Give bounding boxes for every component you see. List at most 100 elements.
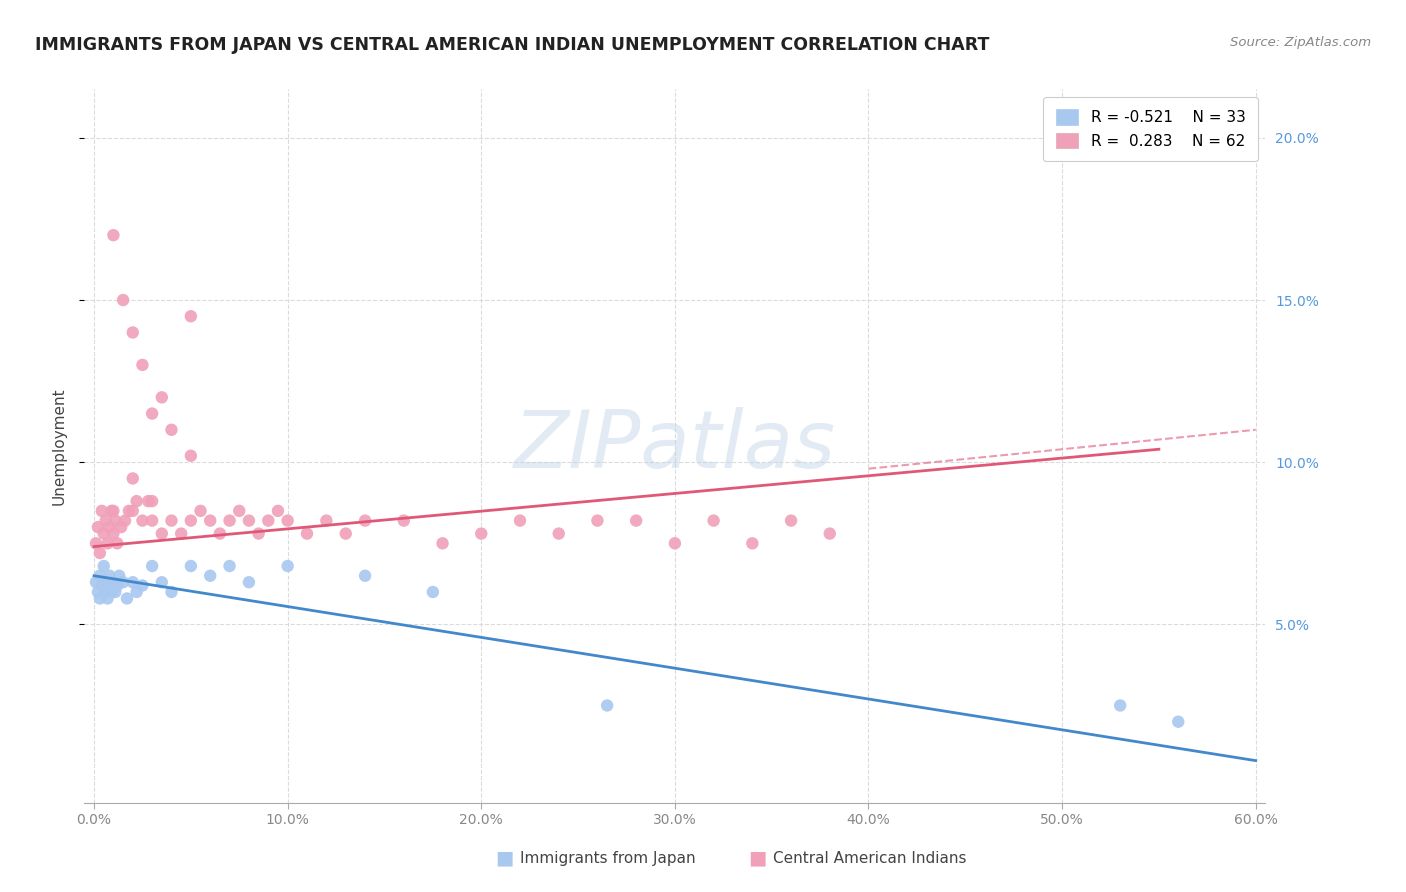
Point: [94, 585, 117, 599]
Point: [97, 591, 120, 606]
Text: Immigrants from Japan: Immigrants from Japan: [520, 851, 696, 865]
Y-axis label: Unemployment: Unemployment: [51, 387, 66, 505]
Point: [238, 575, 260, 590]
Point: [125, 494, 148, 508]
Point: [121, 504, 143, 518]
Text: ■: ■: [748, 848, 766, 868]
Point: [150, 390, 173, 404]
Point: [98, 568, 121, 582]
Point: [170, 526, 193, 541]
Point: [121, 575, 143, 590]
Point: [104, 585, 127, 599]
Point: [121, 326, 143, 340]
Point: [114, 514, 136, 528]
Point: [89, 591, 111, 606]
Point: [89, 546, 111, 560]
Point: [228, 504, 250, 518]
Point: [112, 575, 135, 590]
Point: [103, 228, 125, 243]
Point: [624, 514, 647, 528]
Point: [125, 585, 148, 599]
Point: [141, 494, 163, 508]
Point: [105, 536, 128, 550]
Point: [277, 559, 299, 574]
Point: [596, 698, 619, 713]
Point: [104, 514, 127, 528]
Point: [90, 578, 112, 592]
Point: [141, 559, 163, 574]
Point: [100, 504, 122, 518]
Point: [87, 520, 110, 534]
Point: [110, 520, 132, 534]
Point: [84, 575, 107, 590]
Point: [84, 536, 107, 550]
Point: [103, 575, 125, 590]
Point: [586, 514, 609, 528]
Point: [315, 514, 337, 528]
Point: [118, 504, 141, 518]
Point: [664, 536, 686, 550]
Point: [150, 575, 173, 590]
Point: [818, 526, 841, 541]
Point: [141, 514, 163, 528]
Point: [100, 585, 122, 599]
Point: [703, 514, 725, 528]
Point: [354, 514, 377, 528]
Point: [90, 504, 112, 518]
Text: ZIPatlas: ZIPatlas: [513, 407, 837, 485]
Point: [112, 293, 135, 307]
Point: [218, 514, 240, 528]
Point: [180, 449, 202, 463]
Point: [131, 358, 153, 372]
Point: [89, 568, 111, 582]
Point: [200, 514, 222, 528]
Point: [470, 526, 492, 541]
Point: [93, 559, 115, 574]
Point: [150, 526, 173, 541]
Point: [180, 514, 202, 528]
Point: [105, 578, 128, 592]
Point: [295, 526, 318, 541]
Point: [97, 575, 120, 590]
Point: [741, 536, 763, 550]
Text: ■: ■: [495, 848, 513, 868]
Point: [98, 520, 121, 534]
Point: [238, 514, 260, 528]
Point: [141, 407, 163, 421]
Point: [180, 310, 202, 324]
Point: [392, 514, 415, 528]
Point: [160, 585, 183, 599]
Legend: R = -0.521    N = 33, R =  0.283    N = 62: R = -0.521 N = 33, R = 0.283 N = 62: [1043, 97, 1258, 161]
Point: [422, 585, 444, 599]
Point: [108, 568, 131, 582]
Point: [115, 591, 138, 606]
Text: IMMIGRANTS FROM JAPAN VS CENTRAL AMERICAN INDIAN UNEMPLOYMENT CORRELATION CHART: IMMIGRANTS FROM JAPAN VS CENTRAL AMERICA…: [35, 36, 990, 54]
Point: [180, 559, 202, 574]
Point: [247, 526, 270, 541]
Text: Central American Indians: Central American Indians: [773, 851, 967, 865]
Point: [780, 514, 803, 528]
Point: [121, 471, 143, 485]
Point: [94, 514, 117, 528]
Point: [190, 504, 212, 518]
Point: [200, 568, 222, 582]
Text: Source: ZipAtlas.com: Source: ZipAtlas.com: [1230, 36, 1371, 49]
Point: [547, 526, 569, 541]
Point: [335, 526, 357, 541]
Point: [354, 568, 377, 582]
Point: [218, 559, 240, 574]
Point: [97, 536, 120, 550]
Point: [103, 504, 125, 518]
Point: [208, 526, 231, 541]
Point: [267, 504, 290, 518]
Point: [257, 514, 280, 528]
Point: [87, 585, 110, 599]
Point: [103, 526, 125, 541]
Point: [277, 514, 299, 528]
Point: [160, 514, 183, 528]
Point: [1167, 714, 1189, 729]
Point: [136, 494, 159, 508]
Point: [432, 536, 454, 550]
Point: [131, 578, 153, 592]
Point: [160, 423, 183, 437]
